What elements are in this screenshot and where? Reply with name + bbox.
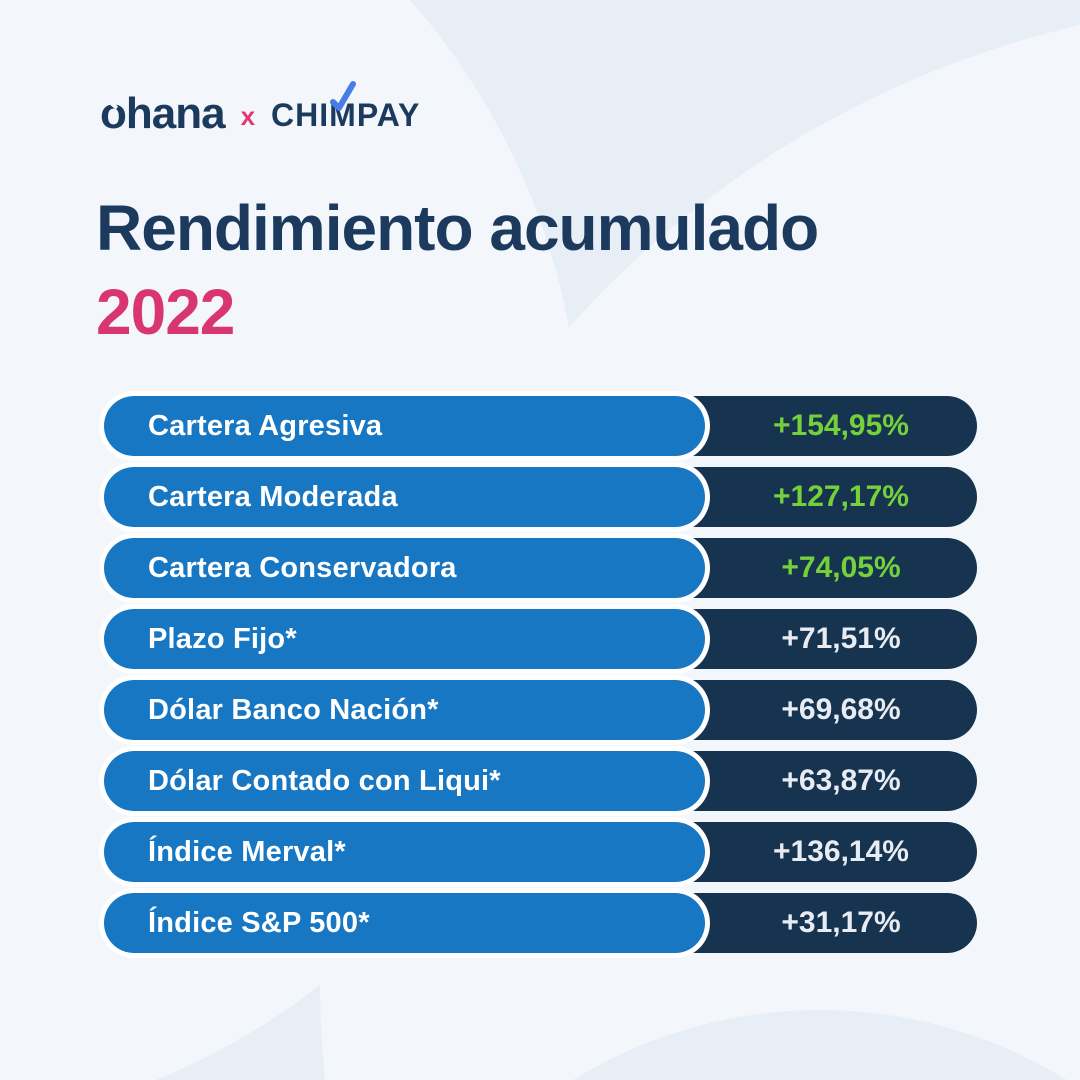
collab-x-icon: x [240, 101, 256, 131]
label-pill: Cartera Agresiva [104, 396, 705, 456]
page-title-text: Rendimiento acumulado [96, 192, 819, 264]
row-label: Cartera Conservadora [148, 551, 457, 584]
table-row: +154,95% Cartera Agresiva [104, 396, 977, 456]
table-row: +74,05% Cartera Conservadora [104, 538, 977, 598]
row-value: +31,17% [781, 906, 901, 939]
row-label: Dólar Contado con Liqui* [148, 764, 501, 797]
table-row: +69,68% Dólar Banco Nación* [104, 680, 977, 740]
label-pill: Índice S&P 500* [104, 893, 705, 953]
label-pill: Dólar Contado con Liqui* [104, 751, 705, 811]
row-label: Dólar Banco Nación* [148, 693, 439, 726]
table-row: +31,17% Índice S&P 500* [104, 893, 977, 953]
page-title: Rendimiento acumulado 2022 [96, 186, 819, 354]
label-pill: Cartera Conservadora [104, 538, 705, 598]
row-label: Índice Merval* [148, 835, 346, 868]
chimpay-logo-text-right: PAY [356, 97, 421, 133]
table-row: +63,87% Dólar Contado con Liqui* [104, 751, 977, 811]
row-value: +69,68% [781, 693, 901, 726]
row-value: +74,05% [781, 551, 901, 584]
row-label: Plazo Fijo* [148, 622, 297, 655]
row-value: +127,17% [773, 480, 909, 513]
row-value: +71,51% [781, 622, 901, 655]
chimpay-logo-m: M [329, 81, 357, 137]
chimpay-logo-text-left: CHI [271, 97, 330, 133]
row-value: +136,14% [773, 835, 909, 868]
brand-lockup: ohana x CHI M PAY [100, 81, 421, 138]
row-label: Cartera Agresiva [148, 409, 383, 442]
row-label: Índice S&P 500* [148, 906, 370, 939]
label-pill: Plazo Fijo* [104, 609, 705, 669]
table-row: +127,17% Cartera Moderada [104, 467, 977, 527]
ohana-logo: ohana [100, 89, 226, 138]
title-year: 2022 [96, 276, 235, 348]
ohana-logo-text: ohana [100, 89, 226, 138]
row-value: +63,87% [781, 764, 901, 797]
table-row: +71,51% Plazo Fijo* [104, 609, 977, 669]
performance-list: +154,95% Cartera Agresiva +127,17% Carte… [104, 396, 977, 964]
label-pill: Dólar Banco Nación* [104, 680, 705, 740]
label-pill: Índice Merval* [104, 822, 705, 882]
chimpay-logo: CHI M PAY [271, 81, 421, 137]
table-row: +136,14% Índice Merval* [104, 822, 977, 882]
label-pill: Cartera Moderada [104, 467, 705, 527]
row-value: +154,95% [773, 409, 909, 442]
row-label: Cartera Moderada [148, 480, 398, 513]
